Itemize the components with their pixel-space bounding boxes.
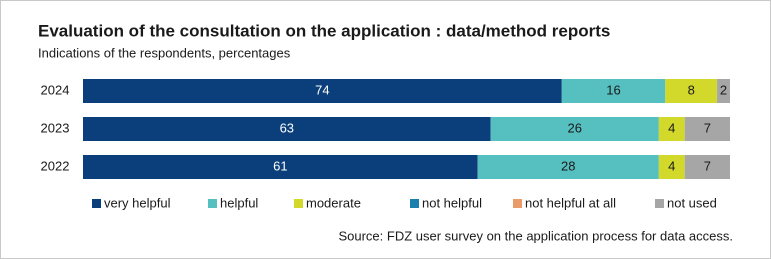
legend-label: not used bbox=[667, 195, 717, 210]
data-label: 4 bbox=[668, 120, 675, 135]
legend-label: not helpful bbox=[422, 195, 482, 210]
bar-segment bbox=[83, 155, 478, 179]
legend-swatch bbox=[513, 199, 522, 208]
y-tick-label: 2024 bbox=[41, 82, 70, 97]
legend-label: very helpful bbox=[104, 195, 171, 210]
data-label: 63 bbox=[280, 120, 294, 135]
chart-subtitle: Indications of the respondents, percenta… bbox=[38, 45, 291, 60]
bar-segment bbox=[561, 79, 666, 103]
data-label: 26 bbox=[567, 120, 581, 135]
data-label: 16 bbox=[606, 82, 620, 97]
legend-swatch bbox=[92, 199, 101, 208]
data-label: 2 bbox=[720, 82, 727, 97]
legend-swatch bbox=[208, 199, 217, 208]
bar-segment bbox=[658, 117, 685, 141]
legend-label: moderate bbox=[306, 195, 361, 210]
legend-swatch bbox=[410, 199, 419, 208]
data-label: 7 bbox=[704, 158, 711, 173]
source-note: Source: FDZ user survey on the applicati… bbox=[338, 228, 733, 243]
legend-swatch bbox=[655, 199, 664, 208]
legend-swatch bbox=[294, 199, 303, 208]
bar-segment bbox=[684, 155, 730, 179]
y-tick-label: 2022 bbox=[41, 158, 70, 173]
bar-segment bbox=[83, 117, 491, 141]
data-label: 4 bbox=[668, 158, 675, 173]
chart-title: Evaluation of the consultation on the ap… bbox=[38, 21, 610, 40]
bar-segment bbox=[490, 117, 659, 141]
bar-segment bbox=[665, 79, 718, 103]
bar-segment bbox=[684, 117, 730, 141]
y-tick-label: 2023 bbox=[41, 120, 70, 135]
data-label: 8 bbox=[688, 82, 695, 97]
bar-segment bbox=[717, 79, 730, 103]
data-label: 74 bbox=[315, 82, 329, 97]
data-label: 28 bbox=[561, 158, 575, 173]
bar-segment bbox=[83, 79, 562, 103]
bar-segment bbox=[658, 155, 685, 179]
legend-label: helpful bbox=[220, 195, 258, 210]
bar-segment bbox=[477, 155, 659, 179]
data-label: 61 bbox=[273, 158, 287, 173]
legend-label: not helpful at all bbox=[525, 195, 616, 210]
data-label: 7 bbox=[704, 120, 711, 135]
